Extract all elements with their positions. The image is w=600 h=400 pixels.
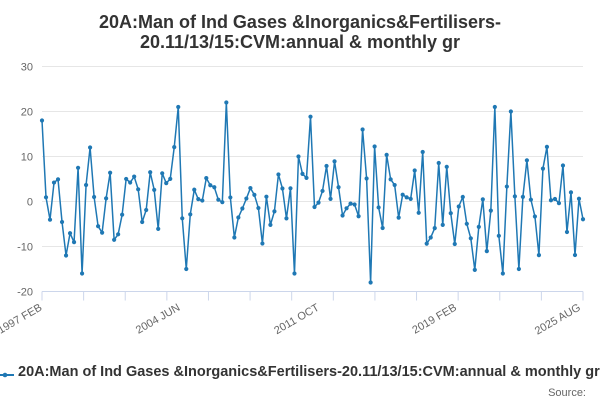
svg-text:2011 OCT: 2011 OCT [272,302,321,337]
svg-text:30: 30 [21,62,33,74]
svg-text:2019 FEB: 2019 FEB [410,302,458,337]
svg-text:20: 20 [21,107,33,119]
svg-text:2025 AUG: 2025 AUG [533,302,583,338]
svg-text:10: 10 [21,152,33,164]
svg-text:1997 FEB: 1997 FEB [0,302,44,337]
svg-text:-20: -20 [17,287,33,299]
svg-text:0: 0 [27,197,33,209]
svg-text:2004 JUN: 2004 JUN [134,302,182,337]
svg-text:-10: -10 [17,242,33,254]
